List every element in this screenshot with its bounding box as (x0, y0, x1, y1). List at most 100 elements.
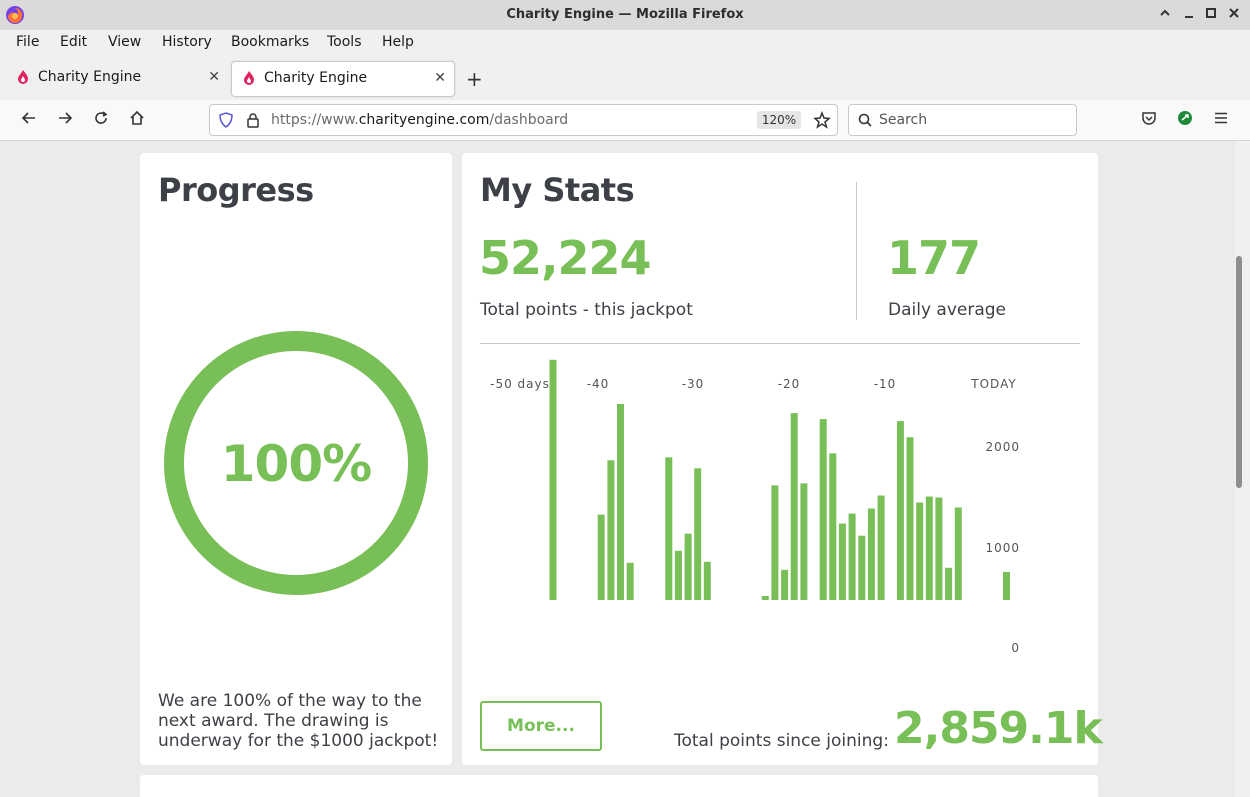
url-bar[interactable]: https://www.charityengine.com/dashboard … (209, 104, 838, 136)
daily-average-label: Daily average (888, 300, 1007, 320)
progress-title: Progress (158, 171, 314, 209)
chart-bar (790, 413, 798, 600)
stats-horizontal-divider (480, 343, 1080, 344)
chart-bar (703, 561, 711, 600)
tab-charity-engine-1[interactable]: Charity Engine ✕ (6, 61, 228, 95)
since-joining-value: 2,859.1k (894, 703, 1103, 754)
back-button[interactable] (19, 110, 39, 130)
progress-description: We are 100% of the way to the next award… (158, 691, 439, 751)
page-content: Progress 100% We are 100% of the way to … (0, 141, 1235, 797)
chart-y-tick-label: 2000 (985, 440, 1020, 454)
url-prefix: https://www. (271, 112, 359, 128)
chevron-up-icon (1160, 9, 1170, 16)
page-scrollbar[interactable] (1235, 141, 1250, 797)
tab-bar: Charity Engine ✕ Charity Engine ✕ + (0, 55, 1250, 101)
firefox-logo-icon (6, 6, 24, 24)
pocket-icon (1142, 112, 1156, 125)
shield-icon[interactable] (218, 112, 234, 128)
chart-bar (617, 404, 624, 600)
zoom-indicator[interactable]: 120% (757, 111, 801, 129)
chart-bar (925, 496, 933, 600)
chart-bar (906, 437, 914, 600)
progress-ring (164, 331, 428, 595)
star-icon[interactable] (813, 111, 831, 129)
tab-label: Charity Engine (264, 70, 368, 86)
tab-label: Charity Engine (38, 69, 142, 85)
chart-x-tick-label: -40 (587, 377, 610, 391)
tab-close-icon[interactable]: ✕ (434, 70, 446, 86)
menu-view[interactable]: View (108, 34, 142, 50)
menu-tools[interactable]: Tools (327, 34, 362, 50)
menu-file[interactable]: File (16, 34, 40, 50)
menu-edit[interactable]: Edit (60, 34, 88, 50)
daily-points-chart: -50 days -40 -30 -20 -10 TODAY 2000 1000 0 (490, 359, 1020, 655)
chart-bar (1003, 571, 1010, 600)
chart-bar (945, 567, 953, 600)
chart-y-tick-label: 0 (1011, 641, 1020, 655)
app-menu-button[interactable] (1211, 110, 1231, 130)
chart-x-tick-label: TODAY (970, 377, 1016, 391)
window-close-button[interactable] (1225, 6, 1243, 24)
more-button[interactable]: More... (480, 701, 602, 751)
url-text[interactable]: https://www.charityengine.com/dashboard (271, 112, 568, 128)
search-icon (858, 113, 872, 127)
window-titlebar: Charity Engine — Mozilla Firefox (0, 0, 1250, 31)
extension-icon (1178, 111, 1192, 125)
chart-bar (674, 550, 682, 600)
window-rollup-button[interactable] (1156, 6, 1174, 24)
chart-bar (877, 495, 885, 600)
chart-bar (896, 421, 904, 600)
search-bar[interactable]: Search (848, 104, 1077, 136)
chart-bar (916, 502, 924, 600)
stats-card: My Stats 52,224 Total points - this jack… (462, 153, 1103, 765)
progress-card: Progress 100% We are 100% of the way to … (140, 153, 452, 765)
total-points-label: Total points - this jackpot (480, 300, 693, 320)
chart-bar (935, 497, 943, 600)
tab-charity-engine-2[interactable]: Charity Engine ✕ (231, 61, 455, 97)
home-button[interactable] (127, 110, 147, 130)
maximize-icon (1206, 8, 1216, 18)
chart-bar (607, 460, 615, 600)
menu-help[interactable]: Help (382, 34, 414, 50)
window-maximize-button[interactable] (1202, 6, 1220, 24)
chart-bar (819, 419, 827, 600)
stats-vertical-divider (856, 182, 857, 320)
tab-close-icon[interactable]: ✕ (208, 69, 220, 85)
navigation-bar: https://www.charityengine.com/dashboard … (0, 100, 1250, 141)
chart-bar (781, 569, 789, 600)
chart-bar (867, 508, 875, 600)
chart-bar (761, 596, 769, 600)
next-card (140, 775, 1098, 797)
hamburger-menu-icon (1215, 112, 1227, 124)
menu-bookmarks[interactable]: Bookmarks (231, 34, 310, 50)
lock-icon[interactable] (246, 112, 260, 128)
url-domain: charityengine.com (358, 112, 490, 128)
chart-y-tick-label: 1000 (985, 541, 1020, 555)
pocket-button[interactable] (1139, 110, 1159, 130)
flame-favicon-icon (244, 71, 254, 85)
close-icon (1229, 8, 1239, 18)
chart-bar (626, 562, 634, 600)
scrollbar-thumb[interactable] (1236, 256, 1242, 488)
total-points-value: 52,224 (479, 231, 652, 285)
chart-bar (771, 485, 779, 600)
menu-bar: File Edit View History Bookmarks Tools H… (0, 30, 1250, 55)
chart-bar (665, 457, 673, 600)
reload-icon (95, 111, 108, 124)
new-tab-button[interactable]: + (466, 67, 483, 91)
search-placeholder: Search (879, 112, 928, 128)
since-joining-label: Total points since joining: (674, 731, 889, 751)
window-minimize-button[interactable] (1180, 6, 1198, 24)
chart-x-tick-label: -30 (682, 377, 705, 391)
menu-history[interactable]: History (162, 34, 212, 50)
chart-bar (549, 359, 557, 600)
extension-button[interactable] (1175, 110, 1195, 130)
chart-bar (954, 507, 962, 600)
forward-button[interactable] (55, 110, 75, 130)
arrow-left-icon (21, 112, 35, 124)
chart-x-tick-label: -20 (778, 377, 801, 391)
flame-favicon-icon (18, 70, 28, 84)
progress-percent: 100% (220, 435, 372, 493)
chart-bar (684, 533, 692, 600)
reload-button[interactable] (91, 110, 111, 130)
